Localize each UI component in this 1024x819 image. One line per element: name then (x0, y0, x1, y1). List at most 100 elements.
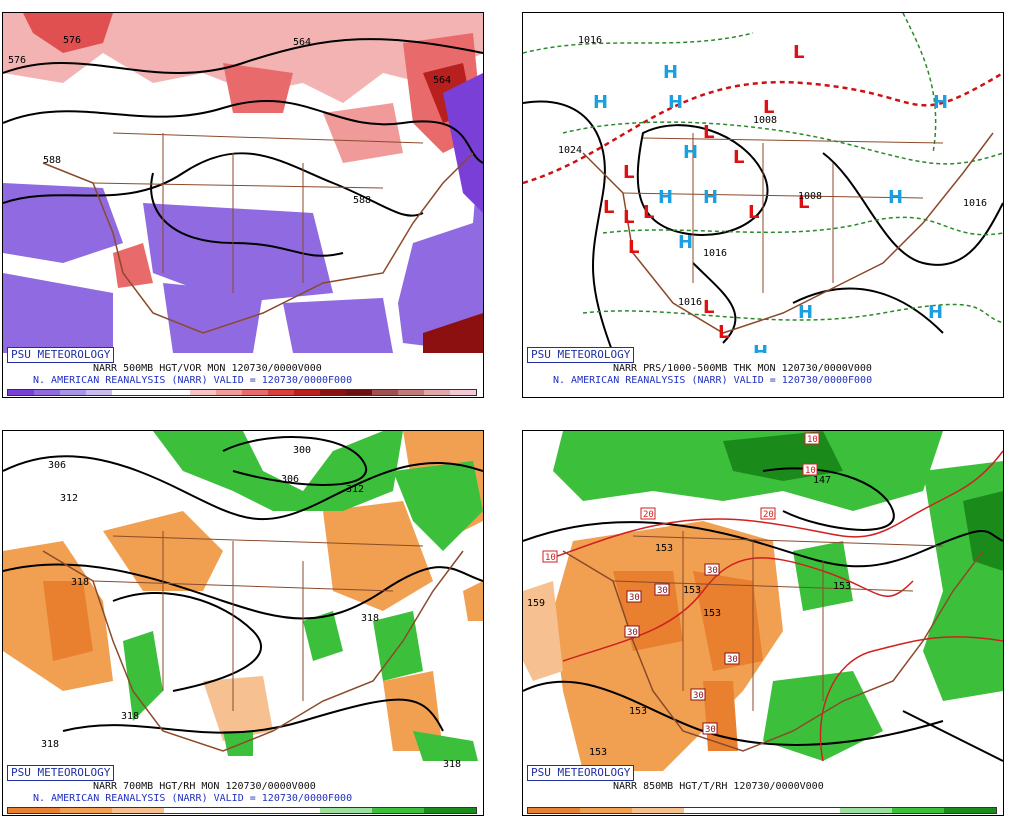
isobar-label: 1016 (703, 248, 727, 259)
psu-brand-label: PSU METEOROLOGY (7, 765, 115, 781)
caption-line-2: N. AMERICAN REANALYSIS (NARR) VALID = 12… (553, 375, 873, 386)
isobar-label: 1024 (558, 145, 582, 156)
low-pressure-icon: L (703, 122, 714, 143)
colorbar-swatch (788, 808, 840, 813)
contour-label: 318 (71, 577, 89, 588)
high-pressure-icon: H (683, 142, 698, 163)
vorticity-colorbar (7, 389, 477, 396)
colorbar-swatch (450, 390, 476, 395)
contour-label: 318 (41, 739, 59, 750)
low-pressure-icon: L (793, 42, 804, 63)
panel-500mb-vorticity: 576 564 588 576 564 588 PSU METEOROLOGY … (2, 12, 484, 398)
caption-line-1: NARR PRS/1000-500MB THK MON 120730/0000V… (613, 363, 872, 374)
colorbar-swatch (944, 808, 996, 813)
colorbar-swatch (372, 808, 424, 813)
rh-colorbar (527, 807, 997, 814)
colorbar-swatch (372, 390, 398, 395)
contour-label: 564 (293, 37, 311, 48)
psu-brand-label: PSU METEOROLOGY (7, 347, 115, 363)
colorbar-swatch (528, 808, 580, 813)
contour-label: 312 (346, 484, 364, 495)
contour-label: 153 (589, 747, 607, 758)
high-pressure-icon: H (933, 92, 948, 113)
contour-label: 312 (60, 493, 78, 504)
high-pressure-icon: H (798, 302, 813, 323)
temperature-label: 20 (763, 510, 774, 520)
colorbar-swatch (112, 390, 138, 395)
high-pressure-icon: H (593, 92, 608, 113)
low-pressure-icon: L (623, 207, 634, 228)
colorbar-swatch (892, 808, 944, 813)
colorbar-swatch (424, 808, 476, 813)
caption-line-1: NARR 500MB HGT/VOR MON 120730/0000V000 (93, 363, 322, 374)
isobar-label: 1016 (578, 35, 602, 46)
caption-line-2: N. AMERICAN REANALYSIS (NARR) VALID = 12… (33, 375, 353, 386)
low-pressure-icon: L (718, 322, 729, 343)
contour-label: 306 (48, 460, 66, 471)
contour-label: 564 (433, 75, 451, 86)
colorbar-swatch (60, 808, 112, 813)
high-pressure-icon: H (663, 62, 678, 83)
colorbar-swatch (320, 390, 346, 395)
contour-label: 153 (703, 608, 721, 619)
temperature-label: 30 (629, 593, 640, 603)
isobar-label: 1008 (753, 115, 777, 126)
temperature-label: 10 (545, 553, 556, 563)
temperature-label: 30 (705, 725, 716, 735)
temperature-label: 20 (643, 510, 654, 520)
high-pressure-icon: H (678, 232, 693, 253)
isobar-label: 1008 (798, 191, 822, 202)
colorbar-swatch (216, 808, 268, 813)
temperature-label: 10 (807, 435, 818, 445)
caption-line-2: N. AMERICAN REANALYSIS (NARR) VALID = 12… (33, 793, 353, 804)
panel-850mb-temp-rh: 10 10 20 20 10 30 30 30 30 30 30 30 153 … (522, 430, 1004, 816)
high-pressure-icon: H (928, 302, 943, 323)
rh-colorbar (7, 807, 477, 814)
contour-label: 318 (121, 711, 139, 722)
contour-label: 153 (629, 706, 647, 717)
colorbar-swatch (164, 390, 190, 395)
colorbar-swatch (268, 808, 320, 813)
colorbar-swatch (86, 390, 112, 395)
colorbar-swatch (684, 808, 736, 813)
colorbar-swatch (60, 390, 86, 395)
isobar-label: 1016 (678, 297, 702, 308)
colorbar-swatch (242, 390, 268, 395)
panel-700mb-rh: 306 300 306 312 312 318 318 318 318 318 … (2, 430, 484, 816)
contour-label: 318 (443, 759, 461, 770)
psu-brand-label: PSU METEOROLOGY (527, 347, 635, 363)
colorbar-swatch (346, 390, 372, 395)
colorbar-swatch (34, 390, 60, 395)
high-pressure-icon: H (658, 187, 673, 208)
high-pressure-icon: H (703, 187, 718, 208)
contour-label: 153 (833, 581, 851, 592)
colorbar-swatch (294, 390, 320, 395)
map-pressure: H H H H H H H H H H H H L L L L L L L L … (523, 13, 1003, 353)
low-pressure-icon: L (763, 97, 774, 118)
contour-label: 147 (813, 475, 831, 486)
contour-label: 153 (655, 543, 673, 554)
contour-label: 153 (683, 585, 701, 596)
colorbar-swatch (8, 808, 60, 813)
high-pressure-icon: H (668, 92, 683, 113)
temperature-label: 30 (727, 655, 738, 665)
panel-pressure-thickness: H H H H H H H H H H H H L L L L L L L L … (522, 12, 1004, 398)
low-pressure-icon: L (703, 297, 714, 318)
low-pressure-icon: L (603, 197, 614, 218)
colorbar-swatch (580, 808, 632, 813)
low-pressure-icon: L (628, 237, 639, 258)
colorbar-swatch (164, 808, 216, 813)
contour-label: 576 (8, 55, 26, 66)
contour-label: 306 (281, 474, 299, 485)
high-pressure-icon: H (888, 187, 903, 208)
temperature-label: 10 (805, 466, 816, 476)
colorbar-swatch (632, 808, 684, 813)
caption-line-1: NARR 850MB HGT/T/RH 120730/0000V000 (613, 781, 824, 792)
colorbar-swatch (424, 390, 450, 395)
caption-line-1: NARR 700MB HGT/RH MON 120730/0000V000 (93, 781, 316, 792)
colorbar-swatch (216, 390, 242, 395)
contour-label: 159 (527, 598, 545, 609)
colorbar-swatch (112, 808, 164, 813)
contour-label: 588 (353, 195, 371, 206)
low-pressure-icon: L (798, 192, 809, 213)
